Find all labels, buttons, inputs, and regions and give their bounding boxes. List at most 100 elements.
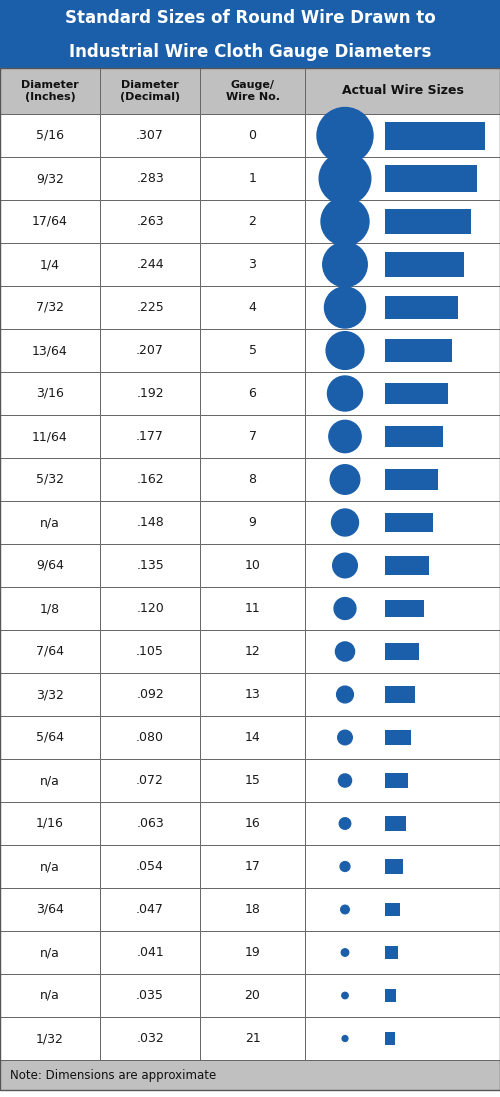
Bar	[0, 200, 100, 244]
Bar	[100, 931, 200, 974]
Text: 15: 15	[244, 774, 260, 787]
Bar	[385, 556, 429, 575]
Circle shape	[342, 993, 348, 998]
Circle shape	[336, 686, 353, 703]
Text: Diameter
(Decimal): Diameter (Decimal)	[120, 80, 180, 102]
Text: Industrial Wire Cloth Gauge Diameters: Industrial Wire Cloth Gauge Diameters	[69, 43, 431, 60]
Text: 1/4: 1/4	[40, 258, 60, 271]
Text: 16: 16	[244, 817, 260, 830]
Bar	[100, 501, 200, 544]
Bar	[200, 887, 305, 931]
Bar	[385, 1032, 396, 1045]
Bar	[385, 513, 433, 532]
Circle shape	[332, 553, 357, 578]
Bar	[0, 630, 100, 672]
Bar	[305, 157, 500, 200]
Bar	[200, 974, 305, 1017]
Bar	[200, 544, 305, 587]
Bar	[0, 672, 100, 716]
Bar	[305, 802, 500, 845]
Circle shape	[319, 152, 371, 204]
Bar	[305, 931, 500, 974]
Bar	[305, 630, 500, 672]
Bar	[100, 974, 200, 1017]
Bar	[305, 200, 500, 244]
Bar	[305, 415, 500, 459]
Bar	[305, 544, 500, 587]
Bar	[200, 802, 305, 845]
Bar	[200, 244, 305, 286]
Text: 19: 19	[244, 946, 260, 959]
Bar	[0, 1017, 100, 1060]
Bar	[385, 643, 419, 660]
Bar	[305, 887, 500, 931]
Circle shape	[334, 598, 356, 620]
Text: Gauge/
Wire No.: Gauge/ Wire No.	[226, 80, 280, 102]
Bar	[100, 114, 200, 157]
Text: 11: 11	[244, 602, 260, 615]
Text: .092: .092	[136, 688, 164, 701]
Bar	[385, 687, 415, 702]
Text: 3/32: 3/32	[36, 688, 64, 701]
Circle shape	[330, 465, 360, 495]
Text: n/a: n/a	[40, 989, 60, 1002]
Circle shape	[332, 509, 358, 536]
Bar	[305, 68, 500, 114]
Circle shape	[336, 642, 354, 661]
Bar	[0, 114, 100, 157]
Bar	[200, 459, 305, 501]
Text: .047: .047	[136, 903, 164, 916]
Text: 3: 3	[248, 258, 256, 271]
Circle shape	[342, 1036, 348, 1041]
Text: 9/32: 9/32	[36, 172, 64, 185]
Text: .072: .072	[136, 774, 164, 787]
Text: 11/64: 11/64	[32, 430, 68, 443]
Bar	[200, 157, 305, 200]
Text: 5/16: 5/16	[36, 129, 64, 142]
Bar	[0, 887, 100, 931]
Bar	[200, 286, 305, 329]
Text: .207: .207	[136, 344, 164, 357]
Bar	[100, 244, 200, 286]
Text: 14: 14	[244, 731, 260, 744]
Bar	[0, 802, 100, 845]
Text: .225: .225	[136, 301, 164, 314]
Text: 5/64: 5/64	[36, 731, 64, 744]
Circle shape	[340, 817, 350, 829]
Text: n/a: n/a	[40, 774, 60, 787]
Text: .035: .035	[136, 989, 164, 1002]
Text: .177: .177	[136, 430, 164, 443]
Bar	[200, 759, 305, 802]
Circle shape	[328, 376, 362, 411]
Circle shape	[342, 949, 348, 957]
Text: .244: .244	[136, 258, 164, 271]
Bar	[305, 114, 500, 157]
Text: Note: Dimensions are approximate: Note: Dimensions are approximate	[10, 1068, 216, 1082]
Bar	[0, 157, 100, 200]
Bar	[100, 802, 200, 845]
Text: 20: 20	[244, 989, 260, 1002]
Text: n/a: n/a	[40, 860, 60, 873]
Text: 3/16: 3/16	[36, 387, 64, 400]
Circle shape	[322, 242, 368, 286]
Text: 5/32: 5/32	[36, 473, 64, 486]
Bar	[200, 716, 305, 759]
Text: 10: 10	[244, 559, 260, 572]
Text: .192: .192	[136, 387, 164, 400]
Bar	[305, 759, 500, 802]
Bar	[100, 845, 200, 887]
Circle shape	[317, 108, 373, 163]
Text: .032: .032	[136, 1032, 164, 1045]
Text: 1/32: 1/32	[36, 1032, 64, 1045]
Bar	[100, 68, 200, 114]
Bar	[0, 415, 100, 459]
Bar	[385, 903, 400, 916]
Bar	[100, 587, 200, 630]
Bar	[305, 244, 500, 286]
Bar	[305, 286, 500, 329]
Text: n/a: n/a	[40, 946, 60, 959]
Bar	[100, 372, 200, 415]
Text: Diameter
(Inches): Diameter (Inches)	[21, 80, 79, 102]
Text: 7/32: 7/32	[36, 301, 64, 314]
Bar	[385, 166, 477, 192]
